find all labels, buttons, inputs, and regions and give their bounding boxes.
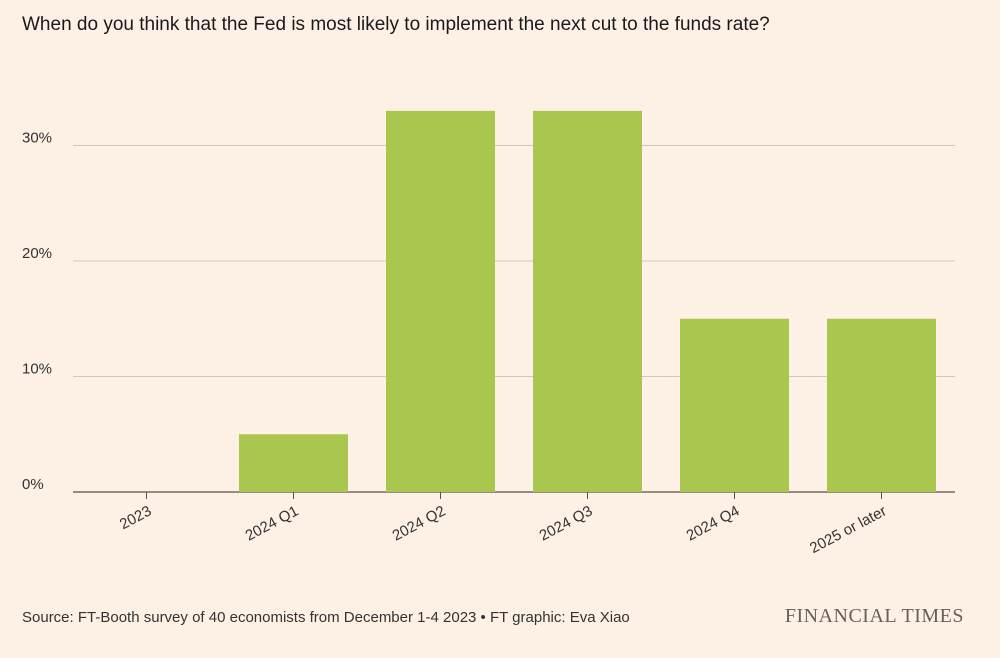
x-tick-label: 2024 Q4: [684, 503, 743, 545]
x-tick-label: 2024 Q3: [537, 503, 596, 545]
x-tick-label: 2024 Q1: [243, 503, 302, 545]
bar: [386, 110, 495, 492]
x-tick-label: 2023: [117, 503, 154, 534]
gridlines: [73, 145, 955, 493]
bars: [239, 110, 936, 492]
bar: [827, 318, 936, 492]
y-tick-label: 30%: [22, 130, 52, 147]
bar: [239, 434, 348, 492]
y-tick-label: 10%: [22, 361, 52, 378]
bar: [533, 110, 642, 492]
x-tick-label: 2025 or later: [807, 503, 889, 558]
bar-chart: 2023 2024 Q1 2024 Q2 2024 Q3 2024 Q4 2025 or …: [22, 110, 955, 557]
chart-title: When do you think that the Fed is most l…: [22, 14, 770, 35]
y-axis: 0% 10% 20% 30%: [22, 130, 52, 494]
x-tick-label: 2024 Q2: [390, 503, 449, 545]
x-axis: 2023 2024 Q1 2024 Q2 2024 Q3 2024 Q4 2025 or …: [117, 492, 889, 557]
y-tick-label: 0%: [22, 476, 44, 493]
y-tick-label: 20%: [22, 245, 52, 262]
source-note: Source: FT-Booth survey of 40 economists…: [22, 609, 630, 626]
bar: [680, 318, 789, 492]
brand-logo: FINANCIAL TIMES: [784, 605, 964, 627]
